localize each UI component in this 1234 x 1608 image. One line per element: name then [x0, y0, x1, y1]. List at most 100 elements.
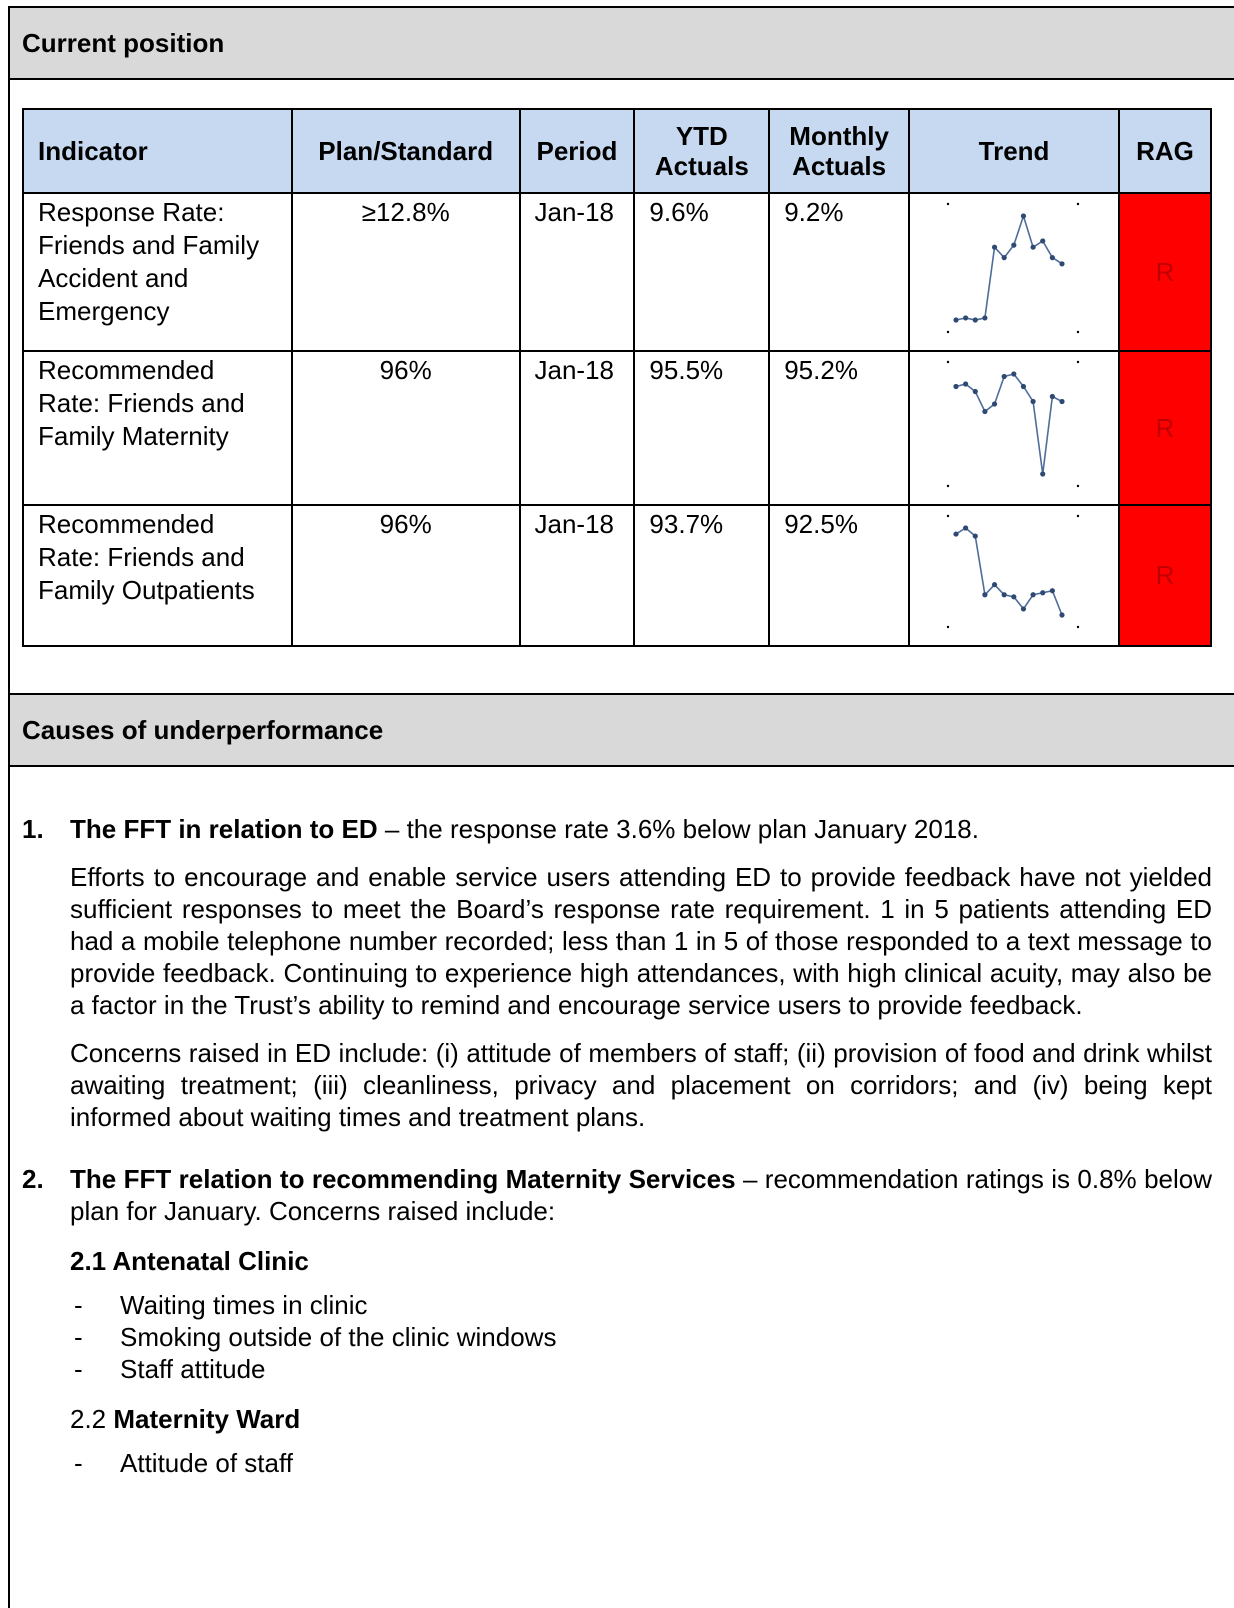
column-header: YTD Actuals: [633, 108, 771, 194]
axis-dot: [1076, 484, 1080, 488]
axis-dot: [946, 514, 950, 518]
kpi-table: Indicator Plan/Standard Period YTD Actuals M…: [22, 108, 1212, 647]
frame: Current position Indicator Plan/Standard P…: [8, 6, 1234, 1608]
trend-point: [1011, 242, 1017, 248]
paragraph: Concerns raised in ED include: (i) attit…: [70, 1038, 1212, 1132]
rag: R: [1118, 350, 1212, 506]
trend-point: [1059, 398, 1065, 405]
column-header: Plan/Standard: [290, 108, 521, 194]
item-number: 2.: [22, 1164, 44, 1194]
plan: ≥12.8%: [290, 192, 521, 352]
axis-dot: [946, 625, 950, 629]
ytd: 9.6%: [633, 192, 771, 352]
trend-line: [955, 213, 1063, 321]
table-row: Recommended Rate: Friends and Family Mat…: [22, 350, 1212, 506]
trend-point: [1049, 255, 1055, 261]
subsection-heading: 2.2 Maternity Ward: [70, 1403, 1212, 1435]
indicator: Recommended Rate: Friends and Family Out…: [22, 504, 293, 647]
trend-point: [1011, 371, 1017, 377]
section-heading: Current position: [10, 8, 1234, 80]
trend-point: [963, 381, 969, 387]
trend-point: [953, 531, 959, 537]
trend-point: [991, 244, 998, 250]
sparkline: [946, 202, 1080, 334]
trend-point: [972, 388, 978, 395]
bullet: Attitude of staff: [70, 1447, 1212, 1479]
item-text: – the response rate 3.6% below plan Janu…: [377, 814, 979, 844]
subsection-number: 2.1 Antenatal Clinic: [70, 1246, 309, 1276]
section-heading: Causes of underperformance: [10, 693, 1234, 767]
trend-cell: [908, 192, 1121, 352]
subsection-number: 2.2: [70, 1404, 107, 1434]
axis-dot: [1076, 625, 1080, 629]
trend-point: [1049, 393, 1055, 400]
column-header: Period: [518, 108, 636, 194]
plan: 96%: [290, 350, 521, 506]
column-header: Indicator: [22, 108, 293, 194]
trend-point: [963, 315, 969, 321]
item-lead: The FFT in relation to ED – the response…: [70, 813, 1212, 845]
axis-dot: [946, 360, 950, 364]
bullet: Smoking outside of the clinic windows: [70, 1321, 1212, 1353]
trend-line: [955, 373, 1063, 475]
monthly: 9.2%: [768, 192, 911, 352]
item-text: – recommendation ratings is 0.8% below p…: [70, 1164, 1212, 1226]
axis-dot: [946, 484, 950, 488]
indicator: Response Rate: Friends and Family Accide…: [22, 192, 293, 352]
trend-point: [1049, 588, 1055, 594]
trend-point: [982, 592, 988, 598]
trend-point: [982, 315, 988, 321]
monthly: 95.2%: [768, 350, 911, 506]
trend-point: [953, 383, 959, 390]
trend-point: [953, 317, 959, 323]
trend-point: [972, 317, 978, 323]
item-heading: The FFT in relation to ED: [70, 814, 378, 844]
trend-point: [1030, 244, 1036, 250]
trend-point: [1059, 261, 1065, 267]
monthly: 92.5%: [768, 504, 911, 647]
trend-point: [1011, 594, 1017, 600]
item-number: 1.: [22, 814, 44, 844]
axis-dot: [946, 202, 950, 206]
trend-point: [982, 408, 988, 415]
ytd: 93.7%: [633, 504, 771, 647]
bullet: Staff attitude: [70, 1353, 1212, 1385]
causes-body: 1. The FFT in relation to ED – the respon…: [10, 767, 1224, 1479]
trend-cell: [908, 350, 1121, 506]
column-header: Trend: [908, 108, 1121, 194]
table-row: Response Rate: Friends and Family Accide…: [22, 192, 1212, 352]
period: Jan-18: [518, 350, 636, 506]
paragraph: Efforts to encourage and enable service …: [70, 862, 1212, 1020]
trend-point: [1059, 612, 1065, 618]
table-row: Recommended Rate: Friends and Family Out…: [22, 504, 1212, 647]
bullet-list: Attitude of staff: [70, 1447, 1212, 1479]
trend-point: [991, 401, 998, 407]
trend-point: [1001, 592, 1007, 598]
trend-point: [1040, 471, 1046, 477]
subsection-heading: 2.1 Antenatal Clinic: [70, 1245, 1212, 1277]
plan: 96%: [290, 504, 521, 647]
trend-point: [1001, 373, 1007, 380]
ytd: 95.5%: [633, 350, 771, 506]
rag: R: [1118, 192, 1212, 352]
causes-section: Causes of underperformance 1. The FFT in …: [10, 693, 1234, 1479]
rag: R: [1118, 504, 1212, 647]
indicator: Recommended Rate: Friends and Family Mat…: [22, 350, 293, 506]
axis-dot: [1076, 330, 1080, 334]
cause-item: 2. The FFT relation to recommending Mater…: [22, 1163, 1212, 1479]
trend-point: [1040, 238, 1046, 244]
bullet-list: Waiting times in clinicSmoking outside o…: [70, 1289, 1212, 1385]
trend-line: [955, 527, 1063, 616]
axis-dot: [1076, 202, 1080, 206]
subsection: 2.1 Antenatal Clinic Waiting times in cli…: [70, 1245, 1212, 1385]
axis-dot: [946, 330, 950, 334]
sparkline: [946, 514, 1080, 629]
trend-point: [1030, 398, 1036, 405]
axis-dot: [1076, 360, 1080, 364]
item-heading: The FFT relation to recommending Materni…: [70, 1164, 736, 1194]
period: Jan-18: [518, 504, 636, 647]
trend-point: [1020, 383, 1027, 390]
bullet: Waiting times in clinic: [70, 1289, 1212, 1321]
trend-point: [991, 582, 998, 588]
